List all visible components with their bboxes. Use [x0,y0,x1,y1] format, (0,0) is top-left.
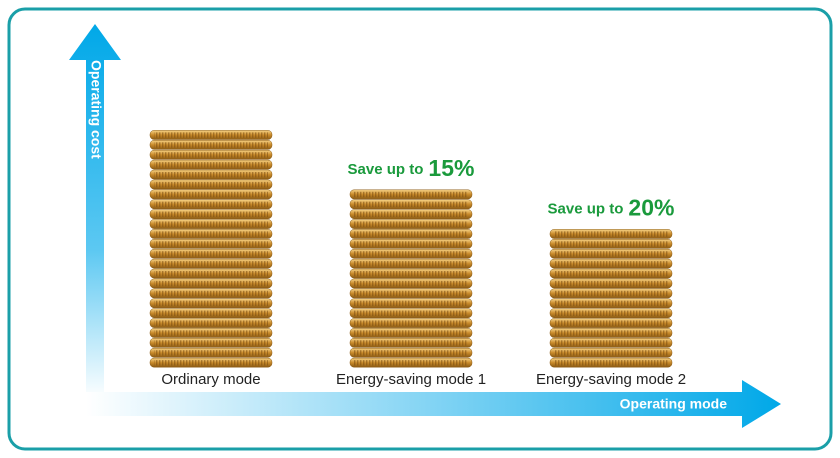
coin-ridges [154,211,268,217]
coin-ridges [554,300,668,307]
coin-ridges [154,290,268,297]
coin-ridges [354,300,468,307]
coin-ridges [554,280,668,287]
coin-ridges [154,172,268,178]
coin-ridges [154,261,268,267]
coin-ridges [354,360,468,366]
coin-ridges [554,310,668,316]
coin-ridges [354,251,468,257]
coin-ridges [354,290,468,297]
coin-ridges [154,142,268,148]
coin-ridges [154,251,268,257]
coin-ridges [354,261,468,267]
coin-ridges [554,261,668,267]
y-axis-arrow [69,24,121,400]
coin-ridges [154,320,268,326]
coin-ridges [154,271,268,277]
coin-ridges [154,360,268,366]
coin-ridges [354,320,468,326]
coin-ridges [554,290,668,297]
x-axis-arrow [86,380,781,428]
category-label: Energy-saving mode 2 [536,371,686,388]
coin-ridges [354,231,468,237]
category-label: Energy-saving mode 1 [336,371,486,388]
coin-ridges [154,300,268,307]
coin-ridges [354,211,468,217]
coin-ridges [554,231,668,237]
coin-ridges [354,350,468,356]
coin-ridges [154,231,268,237]
coin-ridges [354,201,468,208]
coin-ridges [554,350,668,356]
coin-ridges [554,360,668,366]
coin-ridges [554,241,668,247]
coin-ridges [554,320,668,326]
coin-ridges [154,280,268,287]
coin-stack [149,130,273,368]
coin-stack [349,189,473,368]
annotation-text: Save up to [348,161,424,178]
coin-ridges [154,330,268,336]
annotation: Save up to 15% [348,155,475,181]
x-axis-label: Operating mode [620,396,728,412]
coin-ridges [154,152,268,158]
coin-ridges [554,271,668,277]
coin-ridges [354,310,468,316]
coin-ridges [354,221,468,227]
coin-ridges [354,280,468,287]
coin-ridges [154,181,268,188]
coin-stack [549,229,673,368]
coin-ridges [154,191,268,198]
coin-ridges [154,350,268,356]
coin-ridges [354,330,468,336]
annotation-text: Save up to [548,200,624,217]
coin-ridges [554,340,668,346]
coin-ridges [354,340,468,346]
category-label: Ordinary mode [161,371,260,388]
coin-ridges [354,191,468,198]
coin-ridges [154,201,268,208]
annotation-value: 15% [428,155,474,181]
coin-ridges [154,162,268,168]
coin-ridges [154,221,268,227]
coin-ridges [354,271,468,277]
coin-ridges [354,241,468,247]
annotation: Save up to 20% [548,194,675,220]
coin-ridges [554,330,668,336]
coin-ridges [154,310,268,316]
annotation-value: 20% [628,194,674,220]
coin-ridges [154,132,268,138]
y-axis-label: Operating cost [88,60,104,159]
coin-ridges [154,340,268,346]
coin-ridges [554,251,668,257]
coin-ridges [154,241,268,247]
